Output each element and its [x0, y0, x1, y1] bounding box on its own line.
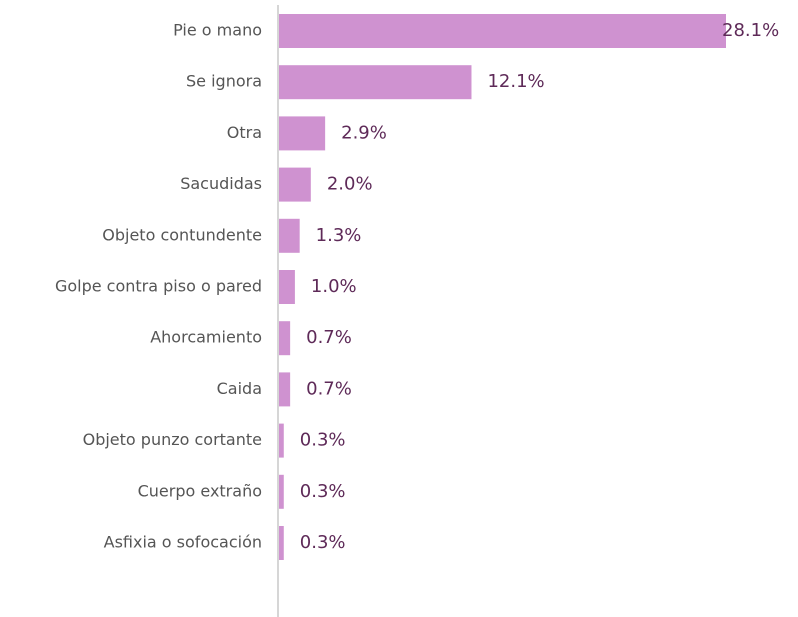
value-label: 0.3% — [300, 532, 346, 553]
category-label: Caida — [217, 379, 262, 398]
bar — [279, 116, 326, 151]
bar — [279, 14, 726, 48]
value-label: 0.7% — [306, 378, 352, 399]
category-label: Asfixia o sofocación — [104, 533, 262, 552]
value-label: 1.0% — [311, 276, 357, 297]
bar — [279, 321, 291, 356]
bar — [279, 218, 300, 253]
category-label: Sacudidas — [180, 174, 262, 193]
bar — [279, 423, 284, 458]
value-label: 2.0% — [327, 174, 373, 195]
category-label: Golpe contra piso o pared — [55, 277, 262, 296]
category-label: Pie o mano — [173, 21, 262, 40]
bar — [279, 65, 472, 100]
value-label: 0.3% — [300, 430, 346, 451]
category-label: Ahorcamiento — [150, 328, 262, 347]
value-label: 12.1% — [487, 71, 544, 92]
bar — [279, 526, 284, 560]
category-label: Cuerpo extraño — [138, 481, 262, 500]
bar — [279, 474, 284, 509]
category-label: Objeto contundente — [102, 225, 262, 244]
category-label: Objeto punzo cortante — [83, 430, 262, 449]
bar — [279, 167, 311, 202]
value-label: 0.3% — [300, 481, 346, 502]
value-label: 0.7% — [306, 327, 352, 348]
bar — [279, 372, 291, 407]
category-label: Se ignora — [186, 72, 262, 91]
value-label: 1.3% — [316, 225, 362, 246]
category-label: Otra — [227, 123, 262, 142]
value-label: 2.9% — [341, 122, 387, 143]
value-label: 28.1% — [722, 20, 779, 41]
bar — [279, 270, 295, 304]
